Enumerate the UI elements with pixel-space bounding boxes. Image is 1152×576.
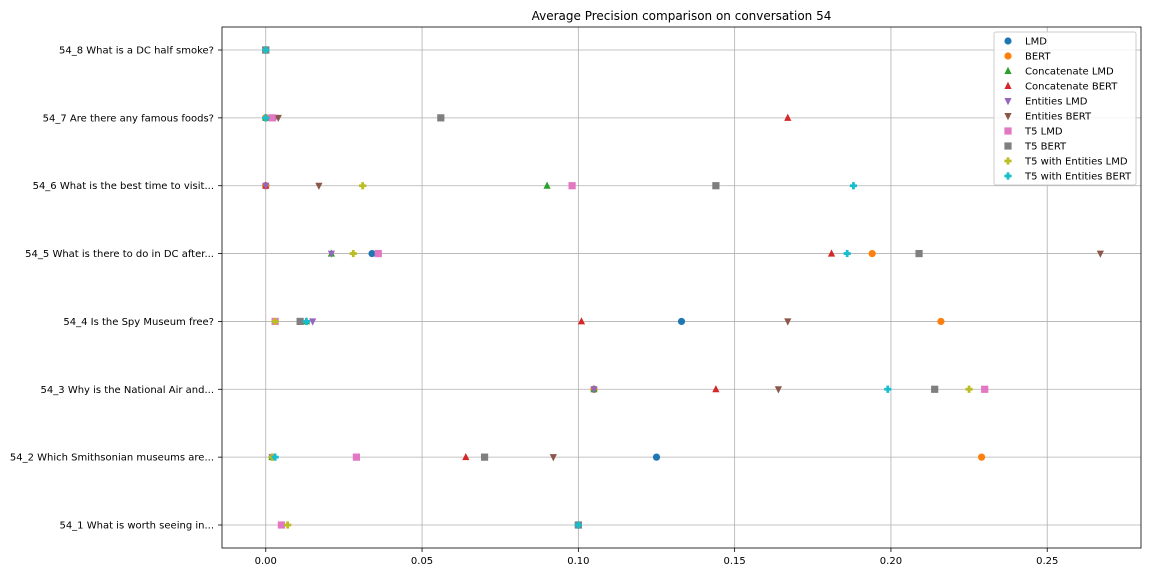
data-point	[1096, 250, 1104, 258]
data-point	[274, 114, 282, 123]
legend-label: Entities LMD	[1025, 97, 1088, 108]
legend: LMD BERT Concatenate LMD Concatenate BERT En…	[993, 31, 1137, 186]
y-tick-label: 54_5 What is there to do in DC after...	[25, 249, 214, 260]
series-t5-bert	[262, 46, 939, 529]
y-tick-label: 54_4 Is the Spy Museum free?	[63, 317, 214, 328]
data-point	[277, 521, 285, 529]
legend-box	[993, 31, 1137, 186]
series-t5-with-entities-lmd	[262, 46, 973, 529]
x-tick-label: 0.20	[880, 556, 902, 567]
y-tick-label: 54_3 Why is the National Air and...	[41, 385, 214, 396]
legend-marker	[1004, 37, 1012, 45]
legend-label: LMD	[1025, 37, 1047, 48]
data-points	[262, 45, 1104, 530]
x-tick-label: 0.10	[567, 556, 589, 567]
data-point	[590, 386, 598, 394]
legend-label: Entities BERT	[1025, 112, 1092, 123]
legend-marker	[1004, 81, 1012, 89]
data-point	[981, 385, 989, 393]
legend-marker	[1004, 113, 1012, 121]
data-point	[349, 249, 357, 258]
data-point	[931, 385, 939, 393]
x-axis: 0.00 0.05 0.10 0.15 0.20 0.25	[255, 548, 1058, 567]
x-tick-label: 0.05	[411, 556, 433, 567]
x-tick-label: 0.25	[1036, 556, 1058, 567]
data-point	[315, 182, 323, 190]
data-point	[374, 249, 382, 258]
data-point	[352, 453, 361, 461]
legend-label: T5 with Entities BERT	[1024, 172, 1132, 183]
data-point	[843, 249, 851, 258]
y-tick-label: 54_1 What is worth seeing in...	[59, 521, 214, 532]
legend-label: Concatenate LMD	[1025, 67, 1114, 78]
data-point	[915, 249, 923, 258]
plot-frame	[221, 26, 1142, 549]
y-tick-label: 54_8 What is a DC half smoke?	[59, 46, 214, 57]
series-lmd	[262, 46, 686, 529]
legend-marker	[1004, 127, 1012, 135]
legend-marker	[1004, 66, 1012, 74]
data-point	[480, 453, 489, 461]
data-point	[549, 454, 557, 462]
legend-marker	[1004, 172, 1012, 180]
data-point	[271, 317, 279, 326]
data-point	[296, 317, 304, 326]
chart-title: Average Precision comparison on conversa…	[532, 9, 832, 23]
data-point	[712, 385, 720, 393]
data-point	[574, 521, 582, 529]
legend-label: T5 LMD	[1024, 127, 1063, 138]
data-point	[577, 317, 586, 325]
data-point	[437, 114, 445, 122]
data-point	[268, 114, 276, 122]
data-point	[937, 317, 945, 326]
x-tick-label: 0.00	[255, 556, 277, 567]
y-tick-label: 54_6 What is the best time to visit...	[33, 181, 214, 192]
legend-label: T5 with Entities LMD	[1024, 157, 1128, 168]
y-tick-label: 54_2 Which Smithsonian museums are...	[10, 453, 214, 464]
data-point	[568, 182, 576, 190]
data-point	[977, 453, 986, 461]
legend-marker	[1004, 142, 1012, 150]
legend-label: T5 BERT	[1024, 142, 1067, 153]
data-point	[884, 385, 892, 393]
data-point	[368, 249, 376, 258]
series-t5-lmd	[262, 46, 989, 529]
data-point	[784, 113, 792, 121]
series-t5-with-entities-bert	[262, 46, 892, 529]
legend-marker	[1004, 157, 1012, 165]
data-point	[827, 249, 836, 257]
legend-marker	[1004, 98, 1012, 106]
legend-label: Concatenate BERT	[1025, 82, 1118, 93]
data-point	[543, 181, 551, 189]
y-axis: 54_8 What is a DC half smoke? 54_7 Are th…	[10, 46, 222, 532]
legend-label: BERT	[1025, 52, 1051, 63]
x-tick-label: 0.15	[724, 556, 746, 567]
data-point	[784, 318, 792, 326]
data-point	[284, 521, 292, 529]
data-point	[262, 182, 270, 190]
legend-marker	[1004, 52, 1012, 60]
data-point	[309, 318, 317, 326]
data-point	[302, 317, 310, 326]
data-point	[652, 453, 661, 461]
data-point	[774, 386, 783, 394]
data-point	[965, 385, 973, 393]
data-point	[359, 182, 367, 190]
data-point	[327, 250, 336, 258]
data-point	[262, 46, 270, 54]
data-point	[868, 249, 876, 258]
y-tick-label: 54_7 Are there any famous foods?	[43, 113, 214, 124]
data-point	[262, 114, 270, 122]
series-bert	[262, 46, 986, 529]
data-point	[712, 182, 720, 190]
data-point	[462, 452, 470, 461]
data-point	[677, 317, 686, 326]
data-point	[271, 453, 279, 461]
data-point	[849, 182, 858, 190]
